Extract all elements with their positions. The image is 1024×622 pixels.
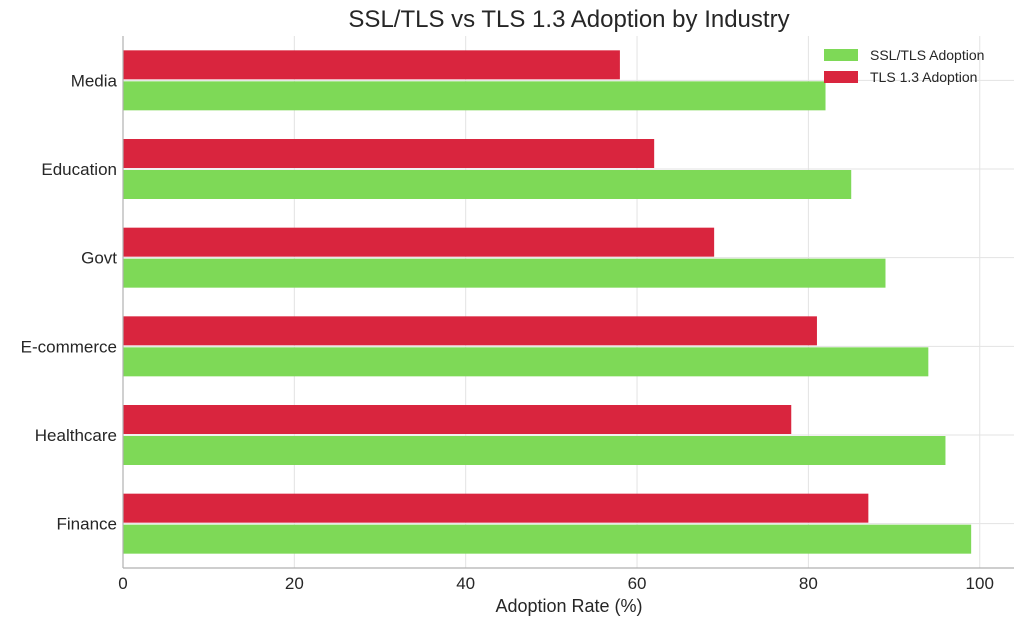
y-tick-label: Finance	[57, 515, 117, 534]
bars	[123, 50, 972, 554]
grid	[122, 36, 1014, 568]
y-tick-label: Govt	[81, 249, 117, 268]
bar-govt-series-1	[123, 258, 886, 288]
x-tick-label: 20	[285, 574, 304, 593]
x-tick-label: 80	[799, 574, 818, 593]
y-tick-label: Media	[71, 71, 118, 90]
bar-finance-series-2	[123, 493, 869, 523]
legend-swatch	[824, 71, 858, 83]
bar-e-commerce-series-1	[123, 347, 929, 377]
legend-swatch	[824, 49, 858, 61]
x-tick-label: 100	[966, 574, 994, 593]
bar-e-commerce-series-2	[123, 316, 817, 346]
bar-education-series-1	[123, 170, 852, 199]
x-axis-label: Adoption Rate (%)	[495, 596, 642, 616]
bar-media-series-2	[123, 50, 620, 80]
y-tick-label: Education	[41, 160, 117, 179]
legend-label: TLS 1.3 Adoption	[870, 69, 977, 85]
x-tick-label: 40	[456, 574, 475, 593]
bar-govt-series-2	[123, 227, 715, 257]
chart-title: SSL/TLS vs TLS 1.3 Adoption by Industry	[348, 6, 789, 33]
tick-labels: 0 20 40 60 80 100 Finance Healthcare E-commerce G…	[21, 71, 994, 593]
legend: SSL/TLS Adoption TLS 1.3 Adoption	[824, 47, 984, 85]
legend-label: SSL/TLS Adoption	[870, 47, 984, 63]
x-tick-label: 0	[118, 574, 127, 593]
axes	[122, 36, 1014, 569]
bar-healthcare-series-2	[123, 405, 792, 434]
y-tick-label: Healthcare	[35, 426, 117, 445]
bar-education-series-2	[123, 139, 655, 168]
x-tick-label: 60	[628, 574, 647, 593]
y-tick-label: E-commerce	[21, 337, 117, 356]
bar-media-series-1	[123, 81, 826, 111]
bar-finance-series-1	[123, 524, 972, 554]
bar-healthcare-series-1	[123, 436, 946, 465]
